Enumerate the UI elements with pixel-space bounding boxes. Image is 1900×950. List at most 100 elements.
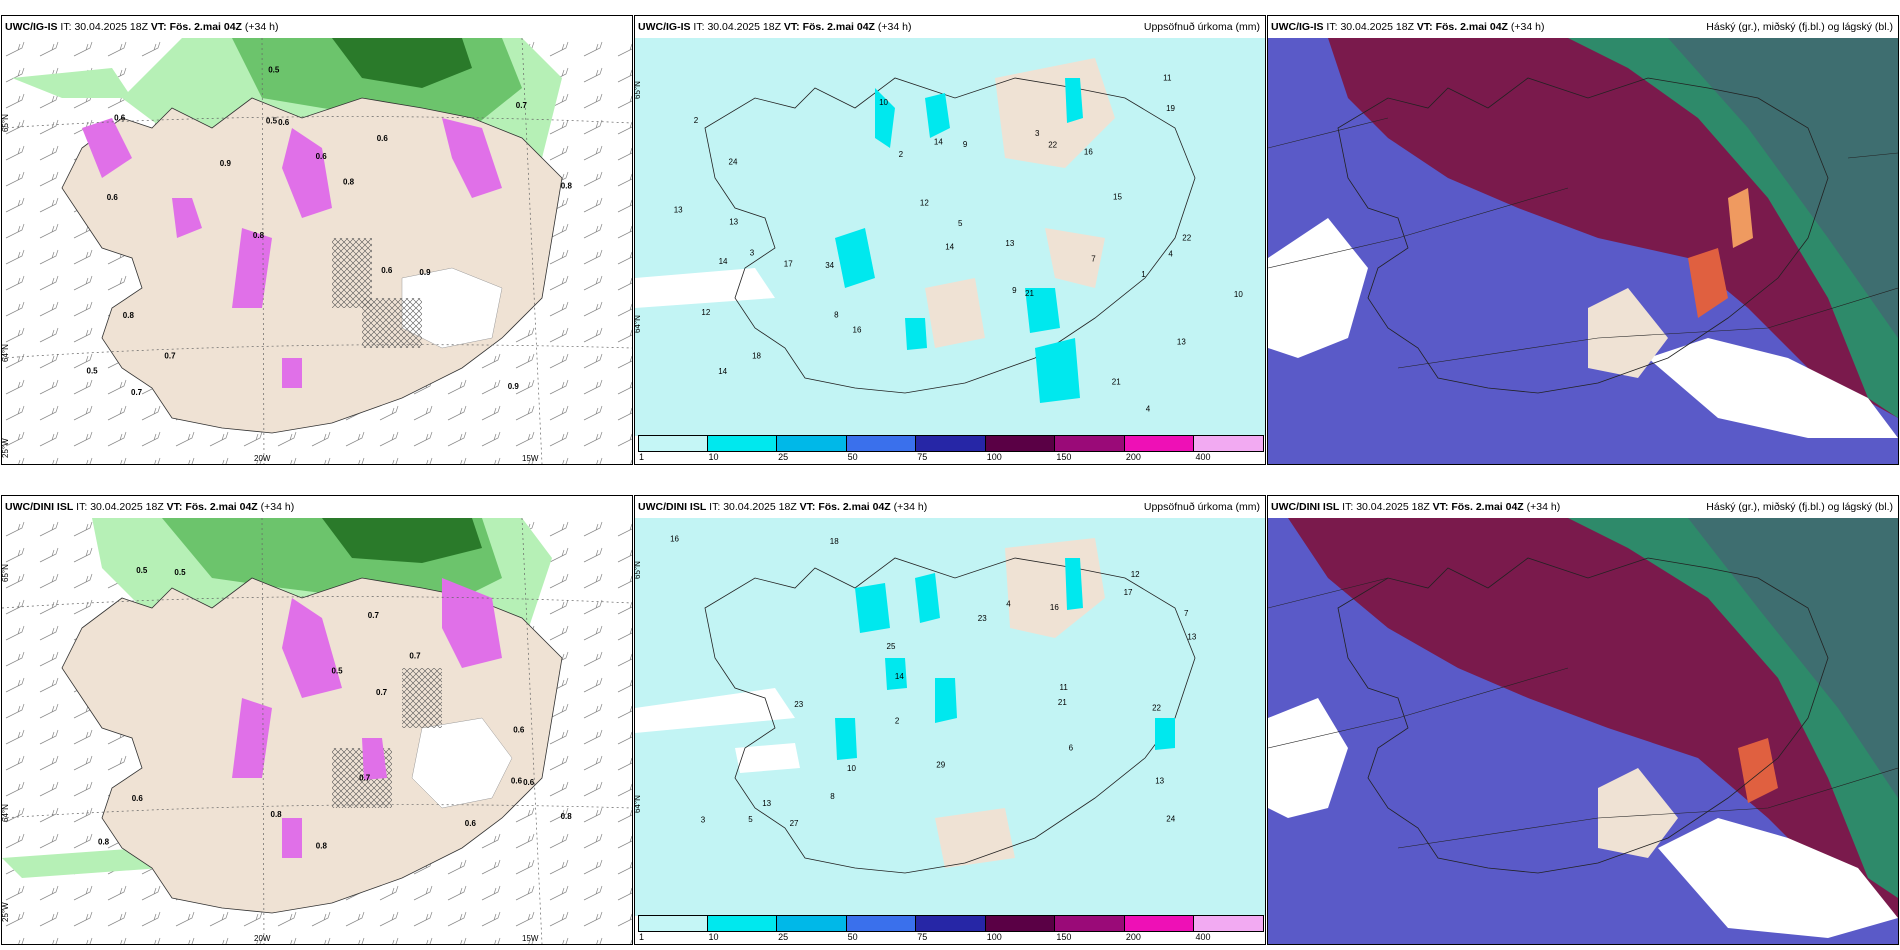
precip-value-label: 24 — [1166, 815, 1175, 824]
valid-time: Fös. 2.mai 04Z — [1451, 501, 1524, 513]
colorbar-tick-label: 75 — [917, 932, 928, 942]
precip-value-label: 0.7 — [409, 651, 421, 660]
colorbar-tick-label: 25 — [778, 452, 789, 462]
valid-time: Fös. 2.mai 04Z — [818, 501, 891, 513]
precip-value-label: 0.6 — [377, 134, 389, 143]
precip-value-label: 14 — [718, 367, 727, 376]
precip-value-label: 10 — [1234, 290, 1243, 299]
precip-value-label: 10 — [847, 764, 856, 773]
cloud-map — [1268, 38, 1898, 464]
precip-value-label: 9 — [963, 140, 968, 149]
colorbar-tick-label: 400 — [1195, 452, 1211, 462]
precip-value-label: 18 — [830, 537, 839, 546]
panel-bottom-middle-precip: UWC/DINI ISL IT: 30.04.2025 18Z VT: Fös.… — [634, 495, 1266, 945]
panel-title: Uppsöfnuð úrkoma (mm) — [1143, 501, 1260, 513]
precip-map: 3642124171829232722131210162523148131613… — [635, 518, 1265, 916]
precip-value-label: 0.8 — [561, 812, 573, 821]
colorbar-tick-label: 100 — [986, 452, 1002, 462]
colorbar-swatch — [916, 915, 986, 932]
colorbar-tick-label: 75 — [917, 452, 928, 462]
precip-value-labels: 0.90.60.70.80.60.70.50.60.80.90.50.70.60… — [87, 66, 573, 397]
precip-value-label: 0.7 — [131, 388, 143, 397]
precip-value-label: 0.6 — [132, 794, 144, 803]
precip-colorbar: 1 10 25 50 75 100 150 200 400 — [638, 435, 1264, 462]
valid-time: Fös. 2.mai 04Z — [185, 501, 258, 513]
precip-value-label: 22 — [1048, 141, 1057, 150]
colorbar-swatch — [846, 435, 917, 452]
colorbar-tick-label: 50 — [847, 452, 858, 462]
precip-value-label: 12 — [920, 198, 929, 207]
precip-value-label: 14 — [895, 672, 904, 681]
colorbar-swatch — [985, 435, 1056, 452]
precip-value-label: 13 — [762, 799, 771, 808]
lead-time: (+34 h) — [244, 21, 279, 33]
lead-time: (+34 h) — [1526, 501, 1561, 513]
lon-label-25: 25°W — [2, 438, 10, 458]
precip-value-label: 16 — [670, 534, 679, 543]
model-name: UWC/IG-IS — [1271, 21, 1324, 33]
precip-value-label: 0.9 — [220, 159, 232, 168]
precip-value-label: 34 — [825, 261, 834, 270]
model-name: UWC/DINI ISL — [638, 501, 707, 513]
map-area: 4 3 9 2 13 24 18 34 16 14 22 21 16 10 13 12 7 5 13 14 11 9 15 1… — [635, 38, 1265, 436]
valid-time: Fös. 2.mai 04Z — [1435, 21, 1508, 33]
precip-value-label: 0.9 — [508, 382, 520, 391]
colorbar-swatch — [916, 435, 986, 452]
precip-value-label: 0.8 — [316, 841, 328, 850]
colorbar-swatch — [638, 915, 708, 932]
precip-value-label: 21 — [1025, 289, 1034, 298]
lat-label-64: 64°N — [2, 804, 10, 822]
precip-value-label: 17 — [1124, 588, 1133, 597]
panel-title: Háský (gr.), miðský (fj.bl.) og lágský (… — [1706, 21, 1893, 33]
colorbar-swatch — [777, 915, 847, 932]
panel-header: UWC/DINI ISL IT: 30.04.2025 18Z VT: Fös.… — [635, 496, 1265, 518]
lead-time: (+34 h) — [893, 501, 928, 513]
lon-label-25: 25°W — [2, 902, 10, 922]
precip-value-label: 13 — [729, 218, 738, 227]
panel-header: UWC/IG-IS IT: 30.04.2025 18Z VT: Fös. 2.… — [1268, 16, 1898, 38]
precip-value-label: 0.6 — [381, 266, 393, 275]
model-name: UWC/DINI ISL — [5, 501, 74, 513]
precip-value-label: 0.7 — [516, 101, 528, 110]
precip-value-label: 9 — [1012, 286, 1017, 295]
map-area — [1268, 518, 1898, 944]
panel-top-right-cloud: UWC/IG-IS IT: 30.04.2025 18Z VT: Fös. 2.… — [1267, 15, 1899, 465]
precip-value-label: 6 — [1069, 744, 1074, 753]
precip-value-label: 0.8 — [98, 838, 110, 847]
panel-header: UWC/IG-IS IT: 30.04.2025 18Z VT: Fös. 2.… — [635, 16, 1265, 38]
colorbar-tick-label: 25 — [778, 932, 789, 942]
colorbar-swatch — [777, 435, 847, 452]
panel-header: UWC/DINI ISL IT: 30.04.2025 18Z VT: Fös.… — [2, 496, 632, 518]
precip-value-label: 29 — [936, 761, 945, 770]
precip-value-label: 23 — [978, 614, 987, 623]
precip-value-label: 4 — [1006, 599, 1011, 608]
colorbar-swatch — [1055, 435, 1125, 452]
precip-value-label: 0.6 — [316, 152, 328, 161]
precip-value-label: 22 — [1182, 234, 1191, 243]
map-area — [1268, 38, 1898, 464]
colorbar-swatch — [1124, 915, 1195, 932]
precip-value-label: 0.5 — [268, 66, 280, 75]
precip-value-label: 0.5 — [136, 566, 148, 575]
colorbar-swatch — [1124, 435, 1195, 452]
colorbar-swatch — [638, 435, 708, 452]
colorbar-tick-label: 1 — [639, 452, 645, 462]
precip-value-label: 0.6 — [513, 726, 525, 735]
precip-value-label: 16 — [853, 326, 862, 335]
lon-label-20: 20W — [254, 454, 271, 463]
panel-title: Uppsöfnuð úrkoma (mm) — [1143, 21, 1260, 33]
precip-value-label: 2 — [895, 717, 900, 726]
map-area: 0.9 0.6 0.7 0.8 0.6 0.7 0.5 0.6 0.8 0.9 0.5 0.7 0.6 0… — [2, 38, 632, 464]
lat-label-64: 64°N — [635, 315, 642, 333]
iceland-land — [61, 97, 563, 434]
precip-value-label: 0.6 — [465, 819, 477, 828]
precip-value-label: 3 — [750, 249, 755, 258]
precip-value-label: 0.7 — [368, 611, 380, 620]
cloud-map — [1268, 518, 1898, 944]
init-time: 30.04.2025 18Z — [74, 21, 148, 33]
precip-value-label: 2 — [694, 116, 699, 125]
precip-value-label: 12 — [701, 308, 710, 317]
precip-value-label: 13 — [1177, 338, 1186, 347]
